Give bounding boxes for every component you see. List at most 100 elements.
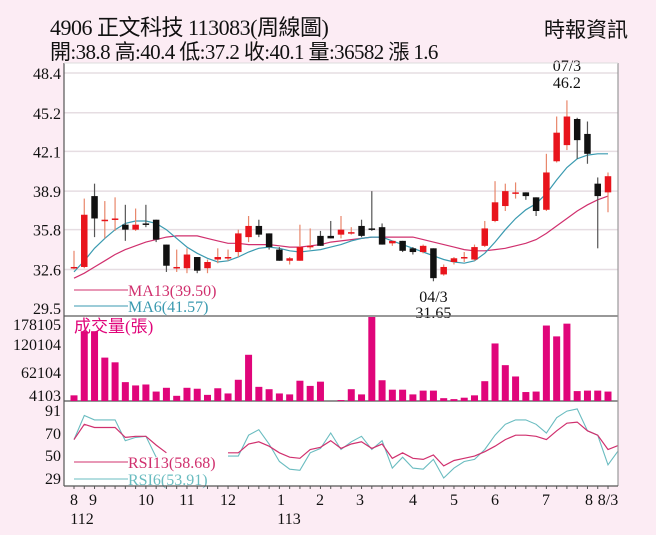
candle-up [450, 258, 458, 262]
candle-down [532, 197, 540, 212]
candle-down [193, 257, 201, 271]
candle-down [255, 225, 263, 235]
volume-bar [142, 384, 150, 401]
volume-bar [193, 388, 201, 401]
legend-rsi6: RSI6(53.91) [128, 472, 208, 489]
volume-bar [91, 331, 99, 401]
candle-down [265, 233, 273, 248]
x-year-label: 113 [277, 511, 300, 528]
volume-bar [296, 380, 304, 401]
volume-bar [173, 395, 181, 401]
price-tick-label: 38.9 [33, 184, 61, 201]
price-tick-label: 29.5 [33, 301, 61, 318]
candle-down [594, 183, 601, 197]
volume-bar [337, 400, 345, 401]
volume-bar [532, 391, 540, 401]
candle-up [440, 266, 447, 275]
legend-rsi13: RSI13(58.68) [128, 455, 216, 472]
candle-down [122, 224, 129, 230]
x-tick-label: 8 [70, 492, 78, 509]
candle-down [430, 248, 437, 279]
x-year-label: 112 [70, 511, 93, 528]
legend-ma6: MA6(41.57) [128, 299, 208, 316]
volume-bar [429, 390, 437, 401]
candle-down [163, 244, 170, 266]
x-tick-label: 5 [450, 492, 458, 509]
volume-bar [111, 362, 119, 401]
price-tick-label: 32.6 [33, 262, 61, 279]
candle-up [337, 229, 345, 235]
candle-up [101, 219, 109, 222]
candle-up [111, 218, 119, 220]
volume-bar [183, 387, 191, 401]
volume-bar [409, 394, 417, 401]
x-tick-label: 12 [220, 492, 236, 509]
candle-up [604, 176, 612, 193]
candle-up [471, 247, 478, 260]
volume-bar [491, 343, 499, 401]
volume-bar [471, 395, 478, 401]
volume-bar [286, 394, 294, 401]
candle-up [389, 240, 396, 244]
candle-up [183, 254, 191, 269]
volume-tick-label: 178105 [13, 317, 61, 334]
price-tick-label: 45.2 [33, 106, 61, 123]
volume-bar [573, 391, 581, 401]
candle-up [512, 192, 519, 194]
candle-up [214, 257, 222, 260]
candle-down [368, 228, 376, 230]
volume-bar [121, 382, 129, 401]
x-tick-label: 10 [138, 492, 154, 509]
volume-bar [347, 389, 355, 401]
candle-up [419, 245, 427, 253]
volume-bar [419, 390, 427, 401]
volume-bar [450, 399, 458, 401]
volume-bar [481, 381, 489, 401]
candle-down [522, 192, 530, 197]
volume-bar [152, 391, 160, 401]
volume-bar [399, 389, 407, 401]
candle-up [502, 191, 509, 207]
ma13-line [73, 195, 609, 279]
candle-up [132, 224, 139, 230]
volume-bar [553, 336, 561, 401]
volume-bar [80, 331, 88, 401]
volume-bar [265, 389, 273, 401]
x-tick-label: 11 [179, 492, 194, 509]
volume-title: 成交量(張) [74, 317, 153, 336]
x-tick-label: 9 [89, 492, 97, 509]
candle-down [327, 235, 334, 239]
rsi-tick-label: 70 [45, 426, 61, 443]
high-date-label: 07/3 [553, 58, 581, 75]
candle-up [235, 233, 242, 253]
volume-bar [604, 391, 612, 401]
volume-bar [358, 394, 366, 401]
candle-down [91, 196, 98, 219]
volume-bar [440, 398, 448, 401]
volume-bar [224, 393, 232, 401]
low-date-label: 04/3 [419, 289, 447, 306]
candle-down [152, 219, 160, 240]
volume-bar [522, 392, 530, 401]
volume-bar [378, 380, 386, 401]
candle-down [317, 235, 324, 246]
x-tick-label: 7 [542, 492, 550, 509]
rsi-tick-label: 50 [45, 448, 61, 465]
legend-ma13: MA13(39.50) [128, 283, 216, 300]
candle-up [173, 266, 180, 269]
candle-down [358, 225, 365, 236]
plot-area [64, 63, 618, 486]
volume-tick-label: 4103 [29, 388, 61, 405]
volume-bar [255, 386, 263, 401]
candle-up [553, 132, 560, 162]
rsi-tick-label: 29 [45, 471, 61, 488]
volume-bar [275, 393, 283, 401]
x-tick-label: 2 [316, 492, 324, 509]
ohlc-summary: 開:38.8 高:40.4 低:37.2 收:40.1 量:36582 漲 1.… [50, 40, 438, 64]
low-value-label: 31.65 [415, 305, 451, 322]
volume-bar [101, 357, 109, 401]
x-tick-label: 8/3 [598, 492, 618, 509]
candle-down [573, 119, 581, 141]
candle-up [563, 116, 571, 146]
